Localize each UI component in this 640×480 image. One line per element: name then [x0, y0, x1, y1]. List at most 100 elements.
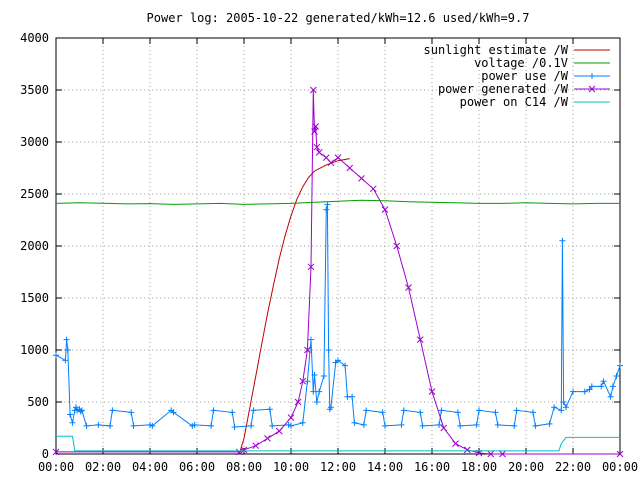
series-point: [349, 393, 356, 400]
x-tick-label: 06:00: [179, 460, 215, 474]
series-point: [64, 347, 71, 353]
series-point: [487, 450, 495, 458]
series-point: [69, 419, 76, 426]
x-tick-label: 16:00: [414, 460, 450, 474]
series-point: [304, 378, 311, 385]
series-point: [304, 346, 311, 354]
series-point: [107, 422, 114, 429]
series-point: [559, 237, 566, 244]
series-point: [311, 371, 318, 378]
legend-marker: [589, 73, 595, 79]
series-point: [250, 407, 257, 414]
series-point: [95, 421, 102, 428]
y-tick-label: 3000: [20, 135, 49, 149]
x-tick-label: 00:00: [38, 460, 74, 474]
series-point: [405, 284, 412, 291]
series-point: [269, 422, 276, 429]
series-point: [562, 404, 569, 411]
y-tick-label: 2000: [20, 239, 49, 253]
legend-label: voltage /0.1V: [474, 56, 568, 70]
series-point: [513, 407, 520, 414]
x-tick-label: 22:00: [555, 460, 591, 474]
x-tick-label: 12:00: [320, 460, 356, 474]
series-point: [393, 242, 401, 250]
y-tick-label: 3500: [20, 83, 49, 97]
series-point: [62, 357, 69, 364]
series-layer: [52, 86, 624, 458]
series-point: [558, 407, 565, 414]
series-point: [231, 423, 238, 430]
series-point: [363, 407, 370, 414]
series-point: [570, 388, 576, 395]
series-point: [551, 404, 558, 411]
series-point: [313, 143, 321, 151]
x-tick-label: 20:00: [508, 460, 544, 474]
series-line-2: [55, 204, 621, 428]
series-point: [532, 422, 539, 429]
series-point: [600, 378, 607, 385]
series-point: [324, 201, 331, 208]
series-point: [335, 357, 341, 364]
series-point: [598, 383, 605, 390]
series-point: [325, 347, 332, 353]
series-point: [149, 422, 156, 429]
legend-label: power use /W: [481, 69, 568, 83]
x-tick-label: 14:00: [367, 460, 403, 474]
series-point: [53, 352, 59, 359]
x-tick-label: 10:00: [273, 460, 309, 474]
series-point: [617, 362, 623, 369]
series-point: [416, 336, 424, 343]
series-point: [428, 388, 436, 395]
series-point: [191, 421, 198, 428]
series-point: [381, 206, 389, 213]
series-point: [613, 373, 620, 379]
series-point: [379, 409, 386, 416]
series-point: [109, 407, 116, 414]
series-point: [210, 407, 217, 414]
series-point: [398, 421, 405, 428]
series-line-4: [56, 435, 620, 452]
y-tick-label: 1500: [20, 291, 49, 305]
series-point: [358, 175, 365, 182]
series-point: [546, 420, 553, 427]
series-point: [252, 442, 260, 450]
series-point: [499, 450, 506, 458]
series-point: [530, 409, 537, 416]
series-point: [52, 448, 60, 456]
series-point: [287, 414, 295, 421]
series-point: [342, 362, 349, 369]
series-point: [346, 164, 354, 172]
legend-label: sunlight estimate /W: [424, 43, 569, 57]
series-point: [463, 446, 471, 454]
series-point: [312, 123, 320, 130]
y-tick-label: 4000: [20, 31, 49, 45]
legend-marker: [588, 85, 596, 93]
series-point: [327, 404, 334, 411]
series-point: [360, 421, 367, 428]
series-point: [208, 422, 215, 429]
y-tick-label: 2500: [20, 187, 49, 201]
series-point: [170, 409, 177, 416]
series-point: [310, 388, 317, 395]
series-point: [476, 407, 482, 414]
grid-layer: [56, 38, 620, 454]
series-point: [616, 450, 624, 458]
series-line-1: [55, 199, 620, 205]
series-point: [235, 448, 243, 456]
series-line-3: [56, 89, 620, 455]
x-tick-label: 04:00: [132, 460, 168, 474]
series-point: [299, 419, 306, 426]
series-point: [382, 422, 388, 429]
series-point: [63, 336, 70, 343]
series-point: [492, 409, 499, 416]
series-point: [609, 383, 616, 390]
series-point: [307, 336, 314, 343]
series-point: [315, 149, 323, 156]
series-line-0: [238, 158, 350, 455]
series-point: [334, 154, 342, 161]
series-point: [128, 409, 135, 416]
series-point: [311, 128, 318, 135]
series-point: [266, 406, 273, 413]
